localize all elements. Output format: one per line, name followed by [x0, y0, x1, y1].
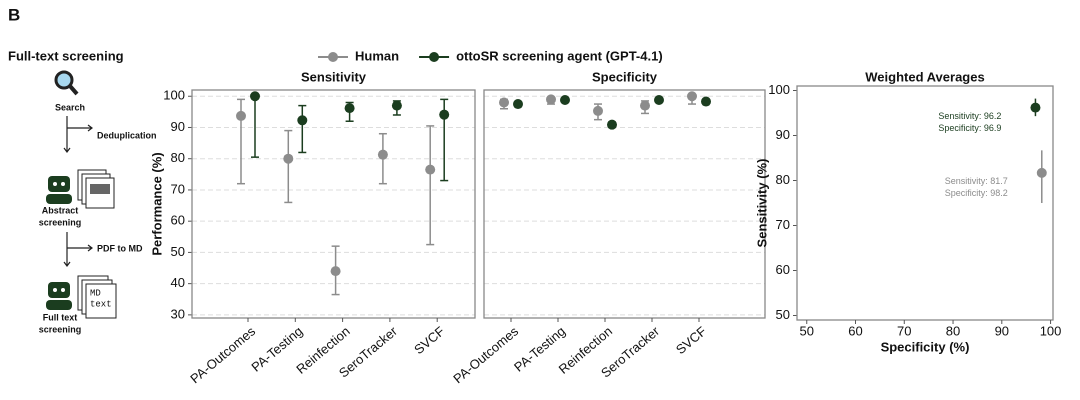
point	[391, 100, 402, 111]
legend-label: ottoSR screening agent (GPT-4.1)	[456, 48, 663, 63]
transition-label: PDF to MD	[97, 243, 143, 253]
x-tick-label: 70	[897, 323, 911, 338]
arrow	[63, 116, 93, 153]
robot-icon	[46, 169, 115, 209]
y-tick-label: 100	[163, 88, 185, 103]
point	[513, 99, 523, 110]
arrow	[63, 232, 93, 267]
legend-dot	[429, 52, 440, 62]
point	[330, 266, 341, 277]
x-tick-label: 60	[848, 323, 862, 338]
point	[499, 97, 509, 108]
point	[236, 110, 246, 121]
plot-frame	[796, 85, 1054, 321]
point	[439, 109, 450, 120]
x-tick-label: 100	[1040, 323, 1062, 338]
chart-title: Specificity	[592, 69, 658, 84]
point	[607, 119, 617, 130]
doc-text: MD	[90, 288, 101, 298]
y-tick-label: 60	[776, 262, 790, 277]
y-tick-label: 80	[776, 172, 790, 187]
step-label: screening	[39, 217, 82, 227]
point	[425, 164, 436, 175]
point-label: Sensitivity: 96.2	[938, 111, 1001, 121]
y-tick-label: 90	[776, 127, 790, 142]
point-label: Sensitivity: 81.7	[945, 176, 1008, 186]
x-tick-label: 50	[800, 323, 814, 338]
plot-frame	[191, 89, 476, 319]
legend-dot	[328, 52, 338, 62]
y-tick-label: 60	[171, 213, 185, 228]
step-label: Full text	[43, 312, 78, 322]
y-tick-label: 50	[776, 307, 790, 322]
plot-frame	[483, 89, 766, 319]
x-tick-label: 80	[946, 323, 960, 338]
x-tick-label: SVCF	[411, 323, 447, 357]
point	[560, 94, 570, 105]
y-tick-label: 70	[171, 181, 185, 196]
point	[283, 153, 294, 164]
x-tick-label: PA-Outcomes	[450, 323, 521, 386]
workflow-title: Full-text screening	[8, 48, 124, 63]
y-tick-label: 80	[171, 150, 185, 165]
point	[687, 91, 697, 102]
x-axis-label: Specificity (%)	[881, 339, 970, 354]
robot-icon	[46, 275, 117, 319]
x-tick-label: PA-Outcomes	[187, 323, 258, 386]
chart-title: Weighted Averages	[865, 69, 984, 84]
step-label: Abstract	[42, 205, 79, 215]
y-axis-label: Sensitivity (%)	[754, 159, 769, 248]
transition-label: Deduplication	[97, 130, 157, 140]
y-tick-label: 70	[776, 217, 790, 232]
point	[250, 91, 260, 102]
point-label: Specificity: 96.9	[938, 123, 1001, 133]
y-tick-label: 90	[171, 119, 185, 134]
point	[546, 94, 556, 105]
x-tick-label: SVCF	[673, 323, 709, 357]
point	[377, 149, 388, 160]
doc-text: text	[90, 299, 112, 309]
point	[344, 103, 355, 114]
point	[701, 96, 711, 107]
y-tick-label: 40	[171, 275, 185, 290]
x-tick-label: 90	[995, 323, 1009, 338]
chart-title: Sensitivity	[301, 69, 367, 84]
workflow: Full-text screening Search Deduplication…	[8, 48, 157, 334]
y-tick-label: 30	[171, 306, 185, 321]
y-tick-label: 100	[768, 82, 790, 97]
y-tick-label: 50	[171, 244, 185, 259]
search-icon	[68, 84, 79, 96]
legend-label: Human	[355, 48, 399, 63]
search-icon	[54, 70, 74, 90]
point	[593, 105, 603, 116]
step-label: Search	[55, 102, 85, 112]
point	[640, 100, 650, 111]
point	[297, 115, 308, 126]
point	[654, 94, 664, 105]
panel-label: B	[8, 5, 20, 24]
point-label: Specificity: 98.2	[945, 188, 1008, 198]
point	[1036, 167, 1047, 178]
point	[1030, 102, 1041, 113]
y-axis-label: Performance (%)	[149, 152, 164, 255]
step-label: screening	[39, 324, 82, 334]
